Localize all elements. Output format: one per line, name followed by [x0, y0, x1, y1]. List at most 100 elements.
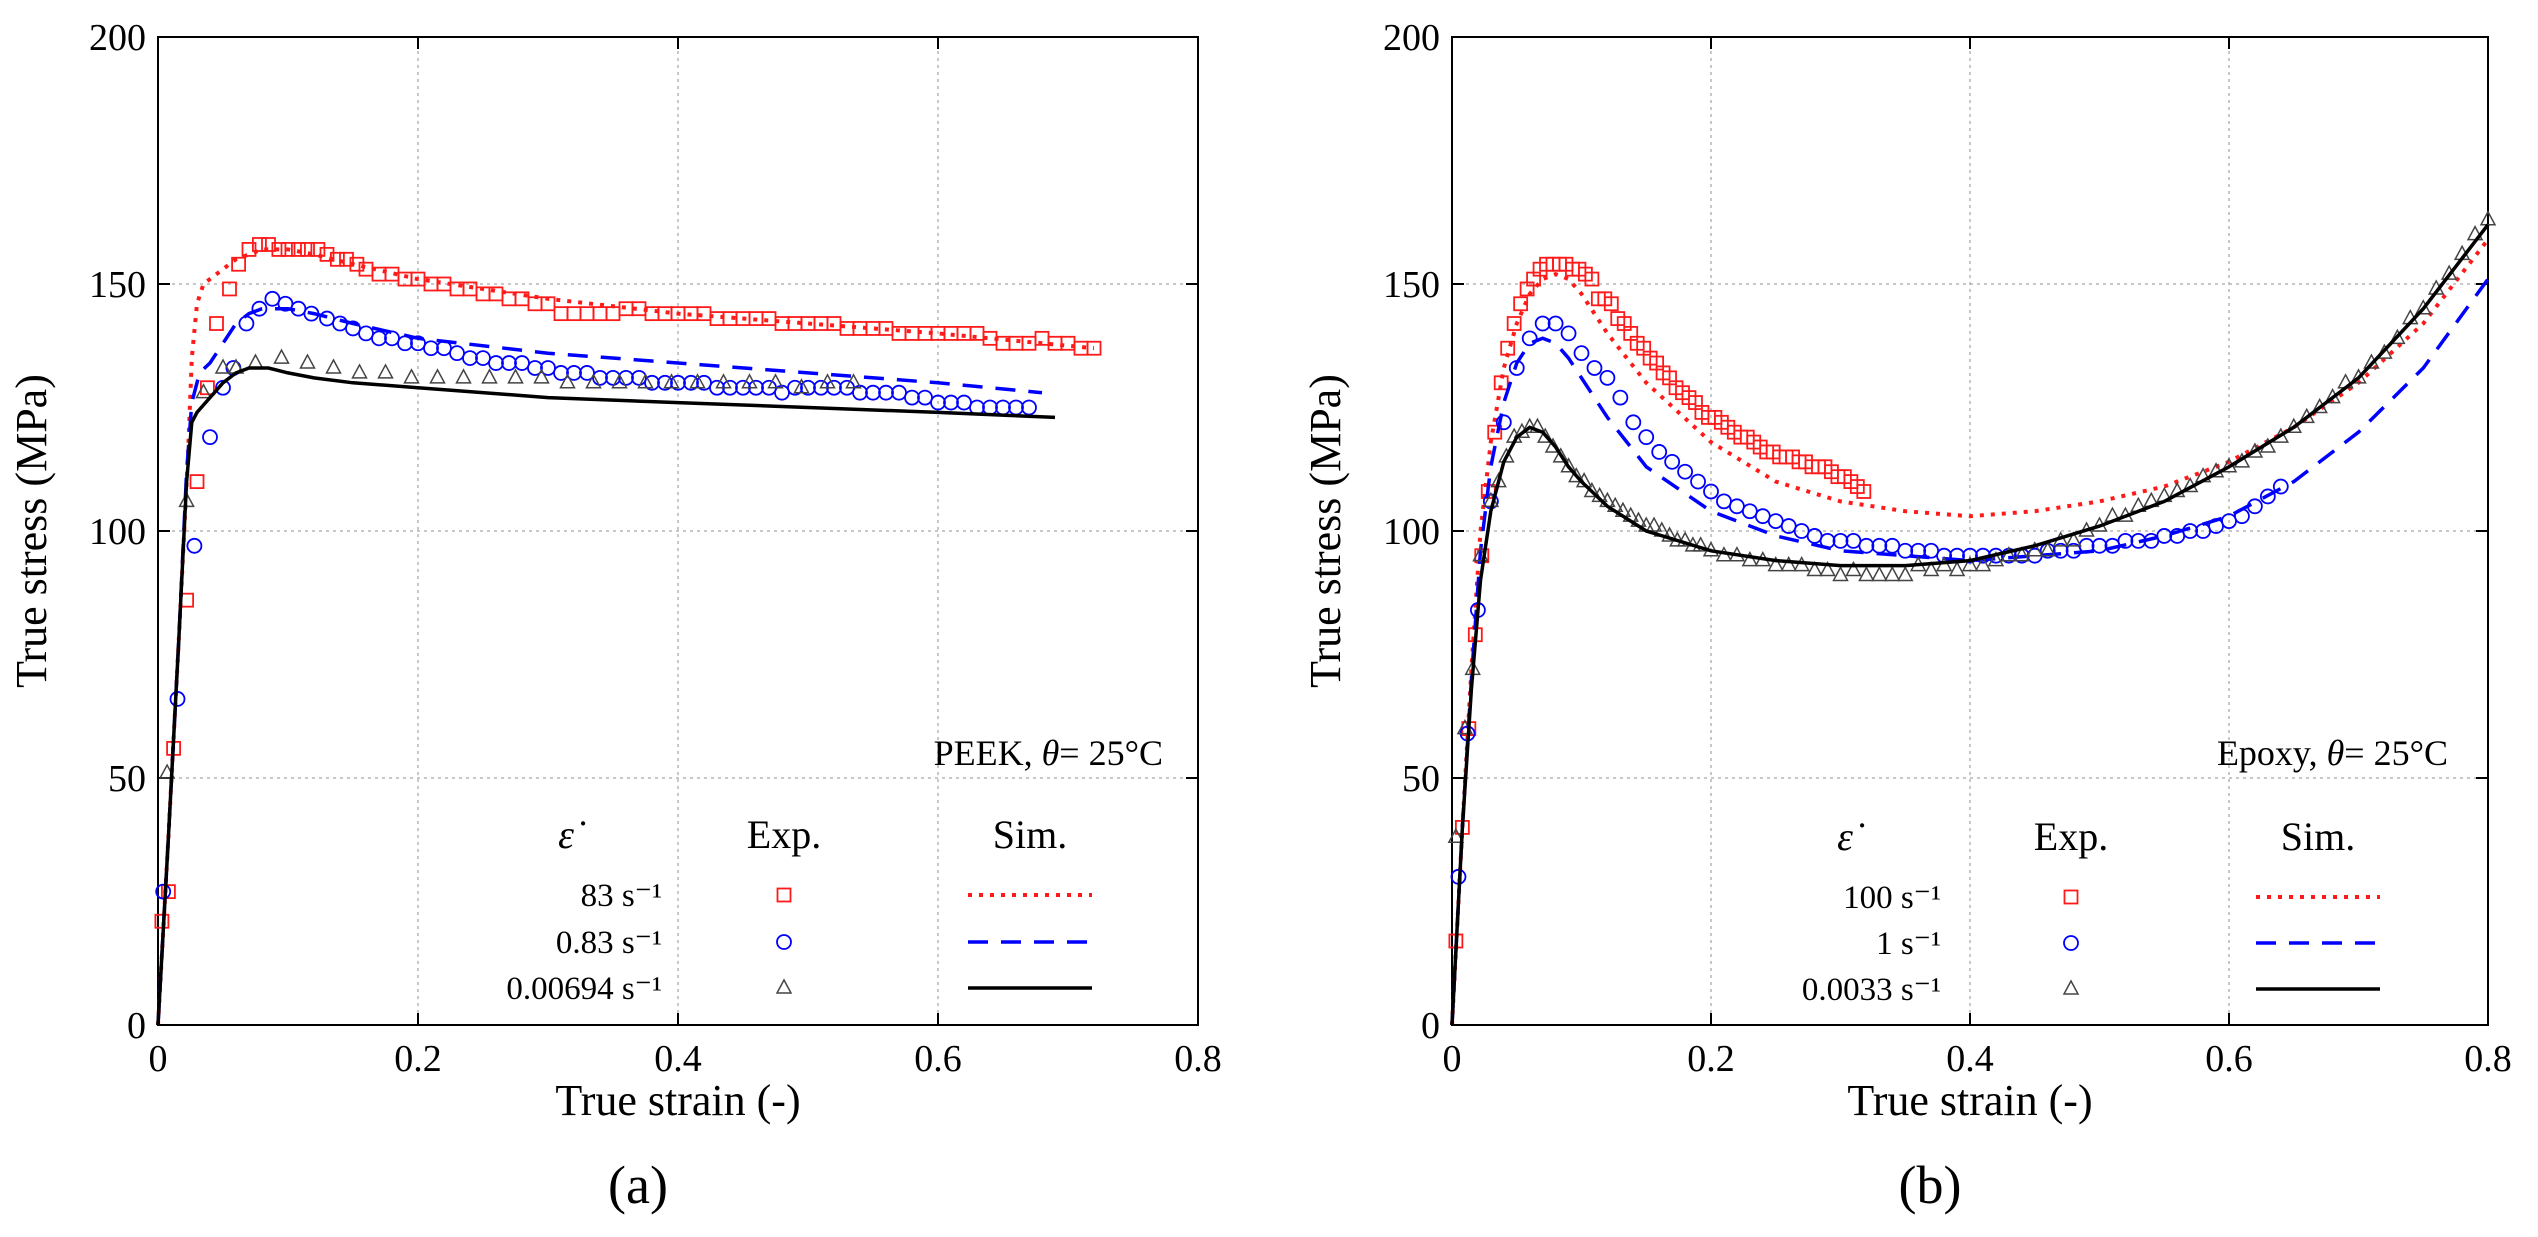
legend-rate-label: 0.83 s⁻¹ — [556, 925, 662, 961]
annotation-condition: = 25°C — [2344, 733, 2448, 773]
legend-rate-label: 1 s⁻¹ — [1876, 926, 1941, 962]
exp-point — [1987, 551, 2005, 567]
series-black — [1447, 210, 2497, 1026]
exp-point — [507, 368, 524, 384]
exp-point — [559, 373, 576, 389]
y-tick-label: 50 — [108, 758, 146, 800]
x-axis-label: True strain (-) — [555, 1076, 800, 1125]
exp-point — [637, 373, 654, 389]
exp-point — [1552, 447, 1570, 463]
legend: ε̇ Exp. Sim. 83 s⁻¹ 0.83 s⁻¹ 0.00694 s⁻¹ — [506, 812, 1092, 1007]
exp-point — [1560, 325, 1577, 342]
exp-point — [429, 368, 446, 384]
exp-point — [1573, 345, 1590, 362]
y-tick-label: 50 — [1402, 758, 1440, 800]
legend: ε̇ Exp. Sim. 100 s⁻¹ 1 s⁻¹ 0.0033 s⁻¹ — [1802, 814, 2380, 1008]
exp-point — [1858, 537, 1875, 554]
exp-point — [349, 256, 365, 272]
exp-point — [261, 237, 276, 252]
exp-point — [1767, 513, 1784, 530]
exp-point — [1568, 467, 1585, 483]
annotation-theta-symbol: θ — [1042, 733, 1060, 773]
exp-point — [160, 884, 176, 900]
exp-point — [611, 373, 628, 389]
exp-point — [1819, 560, 1836, 577]
exp-point — [189, 474, 205, 490]
x-tick-label: 0.6 — [2205, 1038, 2253, 1080]
y-axis-label: True stress (MPa) — [7, 374, 56, 688]
exp-point — [1692, 536, 1709, 552]
exp-point — [1767, 555, 1785, 572]
exp-point — [819, 373, 836, 389]
exp-point — [358, 261, 374, 277]
exp-point — [339, 251, 354, 267]
exp-point — [995, 399, 1011, 416]
exp-point — [209, 316, 224, 331]
exp-point — [299, 353, 316, 369]
exp-point — [1008, 399, 1024, 416]
y-tick-label: 100 — [1383, 511, 1440, 553]
x-axis-label: True strain (-) — [1847, 1076, 2092, 1125]
exp-point — [800, 379, 816, 396]
exp-point — [2259, 488, 2276, 505]
exp-point — [1661, 526, 1678, 542]
legend-rate-label: 100 s⁻¹ — [1843, 880, 1941, 916]
exp-point — [1547, 315, 1564, 332]
exp-point — [1534, 315, 1551, 332]
exp-point — [1529, 417, 1546, 434]
exp-point — [592, 369, 608, 386]
exp-point — [566, 365, 582, 381]
x-tick-label: 0.4 — [1946, 1038, 1994, 1080]
exp-point — [1586, 360, 1603, 376]
legend-marker — [775, 978, 793, 994]
legend-marker — [2062, 979, 2080, 995]
exp-point — [214, 358, 232, 374]
exp-point — [605, 306, 621, 322]
exp-point — [222, 281, 237, 297]
exp-point — [251, 300, 268, 317]
exp-point — [592, 306, 608, 322]
exp-point — [423, 340, 439, 357]
exp-point — [1961, 555, 1979, 572]
exp-point — [1498, 447, 1515, 463]
exp-point — [462, 350, 478, 367]
exp-point — [943, 394, 959, 411]
exp-point — [325, 358, 342, 374]
panel-label: (b) — [1899, 1155, 1962, 1215]
exp-point — [238, 315, 255, 332]
legend-rate-label: 0.0033 s⁻¹ — [1802, 972, 1941, 1008]
exp-point — [2026, 541, 2044, 557]
annotation-material: PEEK, — [934, 733, 1042, 773]
panel-label: (a) — [608, 1155, 668, 1215]
y-tick-label: 0 — [1421, 1005, 1440, 1047]
exp-point — [585, 373, 602, 389]
legend-marker — [2063, 889, 2079, 905]
exp-point — [358, 325, 374, 342]
exp-point — [793, 378, 810, 394]
exp-point — [271, 242, 287, 257]
condition-annotation: Epoxy, θ= 25°C — [2217, 733, 2448, 773]
exp-point — [2065, 531, 2082, 547]
exp-point — [865, 384, 881, 401]
x-tick-label: 0 — [149, 1038, 168, 1080]
exp-point — [1021, 399, 1037, 416]
exp-point — [904, 325, 920, 341]
exp-point — [2389, 328, 2406, 345]
exp-point — [1962, 547, 1978, 564]
exp-point — [403, 368, 420, 384]
series-black — [156, 348, 1056, 1026]
legend-sim-header: Sim. — [2281, 814, 2355, 859]
exp-point — [1690, 473, 1706, 490]
exp-point — [1603, 296, 1619, 312]
exp-point — [1560, 457, 1577, 473]
exp-point — [956, 325, 972, 341]
exp-point — [1599, 369, 1616, 386]
y-tick-label: 150 — [1383, 264, 1440, 306]
exp-point — [475, 350, 491, 367]
exp-point — [300, 242, 315, 257]
exp-point — [501, 355, 517, 371]
legend-sim-header: Sim. — [993, 812, 1067, 857]
legend-marker — [2063, 935, 2079, 951]
exp-point — [449, 345, 465, 362]
